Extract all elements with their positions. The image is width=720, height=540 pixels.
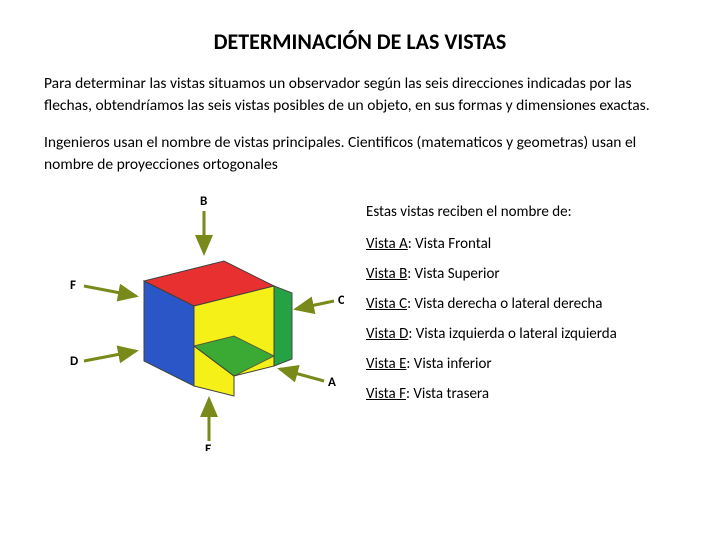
vista-item-b: Vista B: Vista Superior [366,265,676,283]
arrow-a [280,369,324,381]
vista-label: Vista A [366,235,408,253]
vista-desc: : Vista derecha o lateral derecha [407,295,602,313]
content-row: B F C D A E Estas vistas reciben el nomb… [44,191,676,451]
label-f: F [70,278,76,293]
cube-right-face [274,286,292,366]
arrow-c [296,301,334,309]
vista-desc: : Vista Frontal [408,235,491,253]
vista-desc: : Vista izquierda o lateral izquierda [408,325,617,343]
vista-label: Vista F [366,385,406,403]
paragraph-2: Ingenieros usan el nombre de vistas prin… [44,132,676,177]
vista-label: Vista D [366,325,408,343]
vista-item-e: Vista E: Vista inferior [366,355,676,373]
vista-item-f: Vista F: Vista trasera [366,385,676,403]
cube-views-diagram: B F C D A E [44,191,344,451]
vista-item-d: Vista D: Vista izquierda o lateral izqui… [366,325,676,343]
vista-desc: : Vista inferior [406,355,491,373]
page-title: DETERMINACIÓN DE LAS VISTAS [44,28,676,55]
arrow-f [84,286,136,296]
label-b: B [200,194,207,209]
vista-list: Estas vistas reciben el nombre de: Vista… [354,191,676,451]
diagram-column: B F C D A E [44,191,354,451]
arrow-d [84,351,136,361]
vista-desc: : Vista trasera [406,385,489,403]
vista-label: Vista E [366,355,406,373]
list-heading: Estas vistas reciben el nombre de: [366,203,676,221]
vista-item-a: Vista A: Vista Frontal [366,235,676,253]
vista-label: Vista C [366,295,407,313]
label-a: A [328,375,336,390]
vista-desc: : Vista Superior [407,265,499,283]
label-e: E [205,442,211,451]
vista-label: Vista B [366,265,407,283]
label-d: D [70,354,78,369]
label-c: C [338,293,344,308]
paragraph-1: Para determinar las vistas situamos un o… [44,73,676,118]
vista-item-c: Vista C: Vista derecha o lateral derecha [366,295,676,313]
